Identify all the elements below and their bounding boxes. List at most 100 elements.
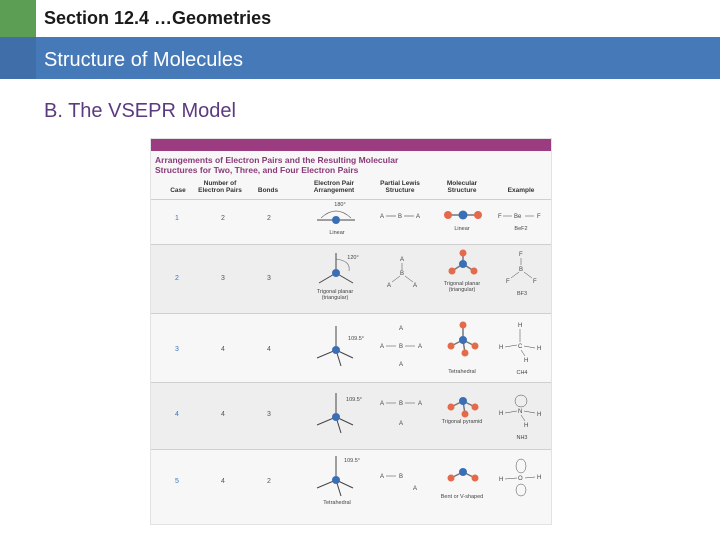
col-head-structure: Molecular Structure: [446, 180, 478, 194]
lewis-structure-diagram: A A B A A: [380, 326, 422, 368]
svg-text:A: A: [418, 401, 422, 407]
vsepr-table-figure: Arrangements of Electron Pairs and the R…: [150, 138, 552, 525]
structure-label: Trigonal pyramid: [441, 419, 483, 425]
case-number: 2: [175, 275, 179, 282]
bond-angle: 109.5°: [344, 458, 360, 464]
row-divider: [151, 199, 551, 200]
bond-angle: 120°: [347, 255, 359, 261]
svg-text:A: A: [413, 283, 417, 289]
svg-text:A: A: [413, 486, 417, 492]
lewis-structure-diagram: A B A A: [380, 401, 422, 427]
svg-text:C: C: [518, 344, 523, 350]
subtitle-accent-strip: [0, 37, 36, 79]
linear-arrangement-diagram: [317, 210, 355, 224]
svg-text:A: A: [399, 421, 403, 427]
svg-text:H: H: [537, 475, 541, 481]
svg-text:F: F: [533, 279, 537, 285]
table-caption-line: Structures for Two, Three, and Four Elec…: [155, 165, 359, 175]
table-row: 4 4 3 109.5° A B A A Trigonal py: [151, 383, 551, 449]
electron-pairs: 4: [221, 478, 225, 485]
row-divider: [151, 313, 551, 314]
table-row: 5 4 2 109.5° Tetrahedral A B A Bent or V…: [151, 450, 551, 522]
svg-text:B: B: [399, 344, 403, 350]
example-formula: NH3: [516, 435, 528, 441]
molecular-structure-diagram: [444, 210, 482, 220]
svg-text:F: F: [506, 279, 510, 285]
row-divider: [151, 382, 551, 383]
svg-text:H: H: [499, 477, 503, 483]
example-structure: F B F F: [506, 252, 537, 285]
svg-text:A: A: [418, 344, 422, 350]
section-heading: B. The VSEPR Model: [44, 100, 236, 122]
lewis-structure-diagram: A B A: [380, 214, 420, 220]
svg-text:A: A: [380, 474, 384, 480]
case-number: 3: [175, 346, 179, 353]
section-title: Section 12.4 …Geometries: [44, 8, 272, 28]
svg-text:F: F: [537, 214, 541, 220]
case-number: 4: [175, 411, 179, 418]
bond-count: 4: [267, 346, 271, 353]
bond-count: 2: [267, 478, 271, 485]
svg-text:B: B: [398, 214, 402, 220]
bond-angle: 180°: [334, 202, 346, 208]
example-structure: H H C H H: [499, 323, 541, 364]
arrangement-label: Linear: [329, 230, 345, 236]
structure-label: Tetrahedral: [448, 369, 476, 375]
col-head-lewis: Partial Lewis Structure: [380, 180, 420, 194]
svg-text:H: H: [524, 358, 528, 364]
svg-text:A: A: [387, 283, 391, 289]
bond-count: 2: [267, 215, 271, 222]
svg-text:B: B: [399, 474, 403, 480]
slide-subtitle: Structure of Molecules: [44, 49, 243, 71]
svg-text:Be: Be: [514, 214, 522, 220]
bond-angle: 109.5°: [346, 397, 362, 403]
svg-text:H: H: [537, 412, 541, 418]
svg-text:A: A: [380, 344, 384, 350]
electron-pairs: 3: [221, 275, 225, 282]
svg-text:A: A: [400, 257, 404, 263]
tetrahedral-arrangement-diagram: [316, 456, 354, 497]
example-structure: H O H: [499, 458, 541, 497]
col-head-arrangement: Electron Pair Arrangement: [313, 180, 355, 194]
example-formula: BeF2: [514, 226, 528, 232]
molecular-structure-diagram: [447, 397, 479, 418]
bond-count: 3: [267, 275, 271, 282]
col-head-case: Case: [170, 187, 186, 194]
molecular-structure-diagram: [447, 468, 479, 482]
svg-text:H: H: [518, 323, 522, 329]
molecular-structure-diagram: [448, 249, 478, 275]
svg-text:A: A: [416, 214, 420, 220]
row-divider: [151, 449, 551, 450]
table-caption: Arrangements of Electron Pairs and the R…: [155, 155, 398, 175]
svg-text:N: N: [518, 409, 522, 415]
title-bar: Section 12.4 …Geometries: [36, 0, 720, 37]
bond-angle: 109.5°: [348, 336, 364, 342]
table-caption-line: Arrangements of Electron Pairs and the R…: [155, 155, 399, 165]
col-head-example: Example: [507, 187, 535, 194]
example-formula: CH4: [516, 370, 528, 376]
case-number: 5: [175, 478, 179, 485]
col-head-bonds: Bonds: [257, 187, 279, 194]
electron-pairs: 2: [221, 215, 225, 222]
example-structure: H N H H: [499, 394, 541, 429]
tetrahedral-arrangement-diagram: [316, 393, 354, 434]
structure-label: Bent or V-shaped: [440, 494, 484, 500]
table-row: 2 3 3 120° Trigonal planar (triangular) …: [151, 245, 551, 313]
title-accent-block: [0, 0, 36, 37]
example-formula: BF3: [516, 291, 528, 297]
col-head-pairs: Number of Electron Pairs: [198, 180, 242, 194]
lewis-structure-diagram: A B A A: [387, 257, 417, 289]
svg-text:H: H: [537, 346, 541, 352]
svg-text:F: F: [498, 214, 502, 220]
svg-text:H: H: [499, 345, 503, 351]
table-top-band: [151, 139, 551, 151]
structure-label: Linear: [454, 226, 470, 232]
molecular-structure-diagram: [447, 321, 479, 357]
arrangement-label: Trigonal planar (triangular): [316, 289, 354, 301]
tetrahedral-arrangement-diagram: [316, 326, 354, 367]
arrangement-label: Tetrahedral: [323, 500, 351, 506]
svg-text:F: F: [519, 252, 523, 258]
svg-text:A: A: [380, 401, 384, 407]
svg-text:B: B: [519, 267, 523, 273]
electron-pairs: 4: [221, 346, 225, 353]
